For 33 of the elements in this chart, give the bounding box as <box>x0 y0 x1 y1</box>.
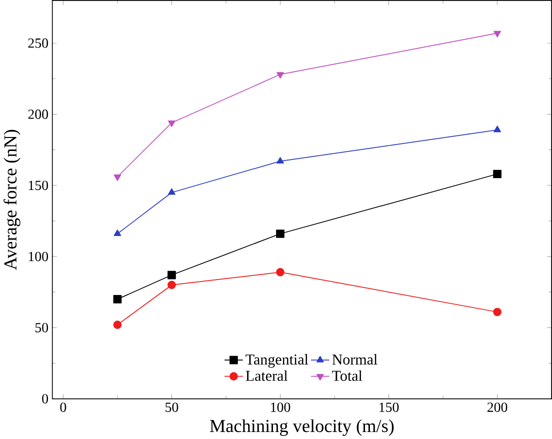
x-tick-label: 0 <box>60 402 66 412</box>
y-tick-label: 100 <box>28 252 48 261</box>
legend-label: Normal <box>332 354 378 364</box>
point <box>168 280 176 289</box>
legend-label: Tangential <box>246 354 308 368</box>
x-tick-label: 150 <box>380 402 399 412</box>
x-tick-label: 50 <box>166 402 178 412</box>
point <box>168 120 176 127</box>
y-tick-label: 50 <box>35 322 48 332</box>
point <box>276 229 284 238</box>
y-axis-title: Average force (nN) <box>4 130 20 270</box>
x-axis-title: Machining velocity (m/s) <box>210 419 394 436</box>
x-tick-label: 100 <box>271 402 290 412</box>
x-tick-label: 200 <box>487 402 508 412</box>
point <box>276 72 284 78</box>
point <box>276 156 284 164</box>
y-tick-label: 200 <box>28 109 48 119</box>
point <box>114 229 122 236</box>
point <box>113 320 122 329</box>
legend-label: Lateral <box>246 370 288 381</box>
legend-label: Total <box>332 370 362 381</box>
y-tick-label: 250 <box>28 38 48 48</box>
point <box>276 268 284 276</box>
y-tick-label: 150 <box>28 180 48 190</box>
point <box>113 294 122 304</box>
y-tick-label: 0 <box>42 394 48 404</box>
point <box>494 126 501 132</box>
point <box>114 174 122 181</box>
point <box>493 170 502 178</box>
point <box>168 188 176 195</box>
point <box>494 30 501 38</box>
point <box>168 270 176 279</box>
point <box>493 308 502 316</box>
